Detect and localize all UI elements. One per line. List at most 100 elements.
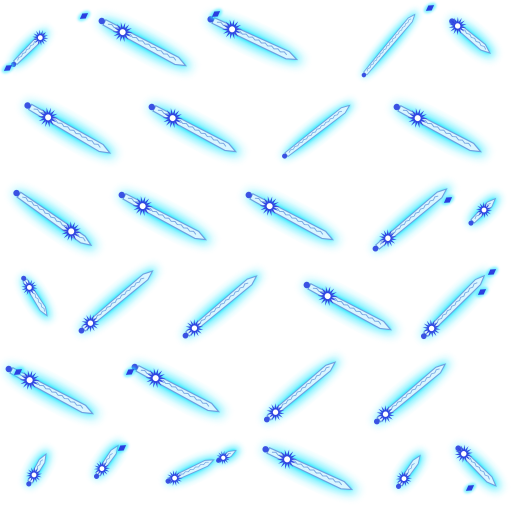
sword-gem-core <box>26 285 32 290</box>
crystal-shard-body <box>117 445 127 451</box>
sword-gem-core <box>31 472 37 478</box>
sword-sprite-frame <box>448 16 495 58</box>
sword-pommel <box>361 72 367 78</box>
sword-pommel <box>282 153 288 159</box>
sword-gem-core <box>37 35 43 41</box>
crystal-shard-body <box>443 197 453 203</box>
sword-sprite-frame <box>263 358 340 423</box>
sword-pommel <box>5 365 12 373</box>
sword-pommel <box>118 191 125 199</box>
sword-sprite-frame <box>93 441 123 479</box>
sword-sprite-frame <box>262 446 358 494</box>
sword-gem-core <box>229 26 236 33</box>
sword-gem-core <box>401 476 407 482</box>
sword-pommel <box>182 332 189 339</box>
crystal-shard <box>485 266 499 278</box>
sword-pommel <box>393 103 400 111</box>
sword-sprite-frame <box>5 365 99 418</box>
sword-sprite-frame <box>25 449 51 487</box>
sword-gem-core <box>454 23 461 29</box>
sword-sprite-frame <box>13 189 97 250</box>
sword-pommel <box>373 418 380 425</box>
sword-gem-core <box>139 203 146 210</box>
crystal-shard <box>441 194 455 206</box>
sword-gem-core <box>266 203 273 210</box>
sword-sprite-frame <box>282 101 354 159</box>
sword-sprite-frame <box>420 271 489 340</box>
sword-pommel <box>262 446 269 453</box>
sword-gem-core <box>461 451 467 457</box>
crystal-shard-body <box>425 5 435 11</box>
sword-pommel <box>26 481 32 487</box>
crystal-shard <box>463 482 477 494</box>
sword-gem-core <box>284 456 291 463</box>
sword-gem-core <box>382 411 389 417</box>
sword-gem-core <box>99 466 105 472</box>
sword-pommel <box>78 327 85 334</box>
sword-gem-core <box>191 325 198 331</box>
crystal-shard-body <box>125 369 135 375</box>
sword-pommel <box>98 17 105 25</box>
sword-sprite-frame <box>21 275 51 321</box>
sword-blade <box>168 459 215 483</box>
sword-gem-core <box>481 207 487 213</box>
sword-pommel <box>372 245 379 252</box>
sword-pommel <box>21 275 27 281</box>
sword-pommel <box>263 416 270 423</box>
sword-gem-core <box>172 475 177 481</box>
sword-ridge <box>366 18 412 72</box>
sword-gem-core <box>45 114 52 121</box>
sword-sprite-frame <box>98 17 192 70</box>
crystal-shard <box>1 62 15 74</box>
crystal-shard <box>209 8 223 20</box>
sword-gem-core <box>221 455 226 460</box>
sword-ridge <box>288 110 343 153</box>
crystal-shard-body <box>487 269 497 275</box>
crystal-shard-body <box>13 369 23 375</box>
sword-blade <box>363 13 416 76</box>
crystal-shard-body <box>477 289 487 295</box>
sword-sprite-frame <box>207 16 303 64</box>
sword-sprite-frame <box>165 456 219 486</box>
crystal-shard <box>475 286 489 298</box>
sword-gem-core <box>414 115 421 122</box>
sword-blade <box>423 274 486 337</box>
sword-pommel <box>468 220 474 226</box>
sword-sprite-frame <box>148 103 242 156</box>
sword-sprite-frame <box>245 191 339 244</box>
sword-sprite-frame <box>393 103 487 156</box>
sword-ridge <box>427 282 478 332</box>
crystal-shard <box>77 10 91 22</box>
sword-gem-core <box>26 377 33 384</box>
sword-pommel <box>24 102 31 109</box>
sword-sprite-frame <box>468 194 500 226</box>
sword-sprite-frame <box>454 444 501 491</box>
crystal-shard <box>115 442 129 454</box>
sword-gem-core <box>152 375 159 382</box>
sword-sprite-frame <box>361 11 418 78</box>
sword-sprite-frame <box>395 451 425 489</box>
sword-sprite-frame <box>118 191 212 244</box>
sword-gem-core <box>68 228 75 235</box>
sword-blade <box>16 191 93 247</box>
sword-gem-core <box>119 29 126 36</box>
crystal-shard <box>11 366 25 378</box>
sword-gem-core <box>87 320 94 326</box>
sword-sprite-frame <box>78 267 157 334</box>
sword-pommel <box>13 189 20 197</box>
sword-sprite-frame <box>24 102 116 158</box>
sword-pommel <box>93 473 100 479</box>
sword-sprite-frame <box>372 185 451 252</box>
sword-pommel <box>148 103 155 111</box>
sword-pommel <box>395 483 402 489</box>
sword-gem-core <box>272 409 279 415</box>
crystal-shard <box>123 366 137 378</box>
sword-pommel <box>303 281 310 289</box>
sword-gem-core <box>169 115 176 122</box>
sword-sprite-frame <box>303 281 397 334</box>
sword-pommel <box>245 191 252 199</box>
crystal-shard-body <box>465 485 475 491</box>
sword-sprite-frame <box>373 360 450 425</box>
